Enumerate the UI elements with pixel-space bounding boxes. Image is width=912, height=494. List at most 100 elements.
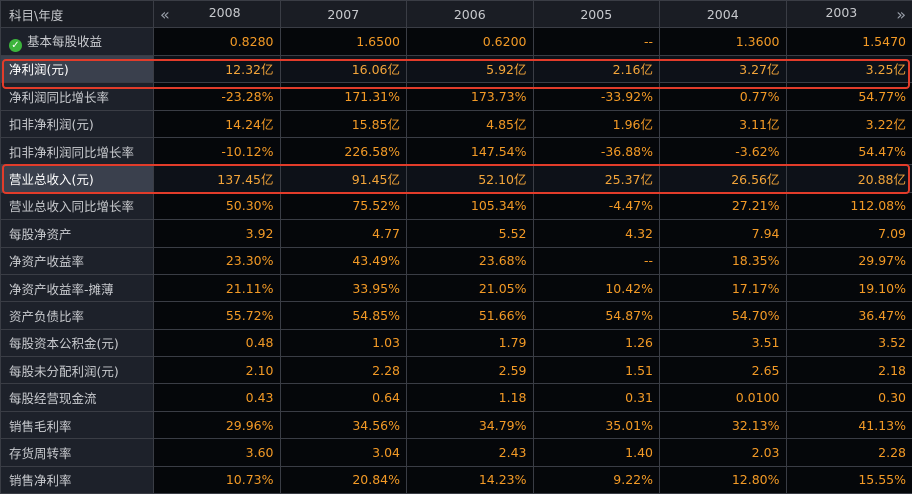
value-cell: 91.45亿	[279, 164, 407, 193]
table-row[interactable]: ✓ 基本每股收益 0.8280 1.6500 0.6200 -- 1.3600 1.5470	[0, 27, 912, 56]
value-cell: 26.56亿	[659, 164, 787, 193]
value-cell: 54.77%	[785, 82, 912, 111]
table-row[interactable]: 销售净利率 10.73% 20.84% 14.23% 9.22% 12.80% 15.55%	[0, 465, 912, 494]
table-row[interactable]: 营业总收入同比增长率 50.30% 75.52% 105.34% -4.47% 27.21…	[0, 191, 912, 221]
value-cell: 34.79%	[406, 410, 534, 440]
table-row[interactable]: 净资产收益率-摊薄 21.11% 33.95% 21.05% 10.42% 17.17% 1…	[0, 273, 912, 303]
value-cell: -4.47%	[532, 191, 660, 221]
row-label-text: 净资产收益率-摊薄	[9, 281, 114, 297]
value-cell: -3.62%	[659, 136, 787, 166]
check-icon: ✓	[9, 39, 22, 53]
row-label: 存货周转率	[0, 438, 154, 467]
year-header-3[interactable]: 2005	[532, 0, 660, 29]
table-row[interactable]: 每股净资产 3.92 4.77 5.52 4.32 7.94 7.09	[0, 219, 912, 248]
value-cell: 33.95%	[279, 273, 407, 303]
year-header-0[interactable]: « 2008	[153, 0, 281, 29]
value-cell: 10.42%	[532, 273, 660, 303]
value-cell: 0.64	[279, 383, 407, 412]
row-label-text: 净利润同比增长率	[9, 89, 110, 105]
value-cell: 18.35%	[659, 246, 787, 275]
value-cell: 1.03	[279, 328, 407, 358]
table-row[interactable]: 存货周转率 3.60 3.04 2.43 1.40 2.03 2.28	[0, 438, 912, 467]
table-row[interactable]: 资产负债比率 55.72% 54.85% 51.66% 54.87% 54.70% 36.4…	[0, 301, 912, 330]
value-cell: 112.08%	[785, 191, 912, 221]
value-cell: 55.72%	[153, 301, 281, 330]
table-row[interactable]: 净利润同比增长率 -23.28% 171.31% 173.73% -33.92% 0.77…	[0, 82, 912, 111]
table-row[interactable]: 扣非净利润(元) 14.24亿 15.85亿 4.85亿 1.96亿 3.11亿 3.22亿	[0, 109, 912, 138]
row-label-text: 每股资本公积金(元)	[9, 336, 119, 352]
table-row[interactable]: 销售毛利率 29.96% 34.56% 34.79% 35.01% 32.13% 41.13…	[0, 410, 912, 440]
value-cell: 1.79	[406, 328, 534, 358]
value-cell: 2.03	[659, 438, 787, 467]
value-cell: 105.34%	[406, 191, 534, 221]
value-cell: 29.97%	[785, 246, 912, 275]
next-years-arrow-icon[interactable]: »	[896, 4, 906, 24]
row-label-text: 营业总收入同比增长率	[9, 199, 135, 215]
value-cell: 0.30	[785, 383, 912, 412]
year-header-5[interactable]: 2003 »	[785, 0, 912, 29]
year-label: 2005	[580, 6, 613, 22]
row-label-text: 资产负债比率	[9, 308, 85, 324]
value-cell: 43.49%	[279, 246, 407, 275]
value-cell: 14.23%	[406, 465, 534, 494]
value-cell: 50.30%	[153, 191, 281, 221]
value-cell: 3.04	[279, 438, 407, 467]
year-header-1[interactable]: 2007	[279, 0, 407, 29]
value-cell: 34.56%	[279, 410, 407, 440]
value-cell: 14.24亿	[153, 109, 281, 138]
value-cell: 3.25亿	[785, 54, 912, 84]
value-cell: 226.58%	[279, 136, 407, 166]
value-cell: 0.6200	[406, 27, 534, 56]
value-cell: 3.27亿	[659, 54, 787, 84]
table-row[interactable]: 每股经营现金流 0.43 0.64 1.18 0.31 0.0100 0.30	[0, 383, 912, 412]
table-row[interactable]: 净资产收益率 23.30% 43.49% 23.68% -- 18.35% 29.97%	[0, 246, 912, 275]
value-cell: 12.80%	[659, 465, 787, 494]
value-cell: 3.22亿	[785, 109, 912, 138]
value-cell: 12.32亿	[153, 54, 281, 84]
row-label-text: 每股净资产	[9, 226, 72, 242]
value-cell: 2.18	[785, 356, 912, 385]
row-label: 扣非净利润(元)	[0, 109, 154, 138]
year-label: 2006	[453, 6, 486, 22]
value-cell: 0.31	[532, 383, 660, 412]
value-cell: 5.52	[406, 219, 534, 248]
value-cell: 41.13%	[785, 410, 912, 440]
value-cell: 3.11亿	[659, 109, 787, 138]
value-cell: 16.06亿	[279, 54, 407, 84]
year-header-4[interactable]: 2004	[659, 0, 787, 29]
table-row[interactable]: 每股资本公积金(元) 0.48 1.03 1.79 1.26 3.51 3.52	[0, 328, 912, 358]
value-cell: 3.52	[785, 328, 912, 358]
year-header-2[interactable]: 2006	[406, 0, 534, 29]
row-label-text: 扣非净利润(元)	[9, 117, 94, 133]
row-label: 每股资本公积金(元)	[0, 328, 154, 358]
value-cell: 23.68%	[406, 246, 534, 275]
table-row[interactable]: 扣非净利润同比增长率 -10.12% 226.58% 147.54% -36.88% -3…	[0, 136, 912, 166]
value-cell: 7.94	[659, 219, 787, 248]
row-label: 净利润同比增长率	[0, 82, 154, 111]
year-label: 2003	[825, 4, 858, 20]
year-label: 2008	[208, 4, 241, 20]
table-row[interactable]: 每股未分配利润(元) 2.10 2.28 2.59 1.51 2.65 2.18	[0, 356, 912, 385]
value-cell: 10.73%	[153, 465, 281, 494]
value-cell: 2.10	[153, 356, 281, 385]
value-cell: 21.11%	[153, 273, 281, 303]
value-cell: 1.3600	[659, 27, 787, 56]
value-cell: 2.43	[406, 438, 534, 467]
row-label-text: 净利润(元)	[9, 62, 69, 78]
value-cell: 2.59	[406, 356, 534, 385]
value-cell: -33.92%	[532, 82, 660, 111]
table-row[interactable]: 净利润(元) 12.32亿 16.06亿 5.92亿 2.16亿 3.27亿 3.25亿	[0, 54, 912, 84]
row-label: 每股经营现金流	[0, 383, 154, 412]
value-cell: 1.18	[406, 383, 534, 412]
value-cell: 35.01%	[532, 410, 660, 440]
value-cell: -36.88%	[532, 136, 660, 166]
value-cell: 4.32	[532, 219, 660, 248]
value-cell: 36.47%	[785, 301, 912, 330]
row-label-text: 净资产收益率	[9, 254, 85, 270]
table-row[interactable]: 营业总收入(元) 137.45亿 91.45亿 52.10亿 25.37亿 26.56亿 2…	[0, 164, 912, 193]
prev-years-arrow-icon[interactable]: «	[160, 4, 170, 24]
row-label: 扣非净利润同比增长率	[0, 136, 154, 166]
row-label: 营业总收入同比增长率	[0, 191, 154, 221]
value-cell: 0.8280	[153, 27, 281, 56]
